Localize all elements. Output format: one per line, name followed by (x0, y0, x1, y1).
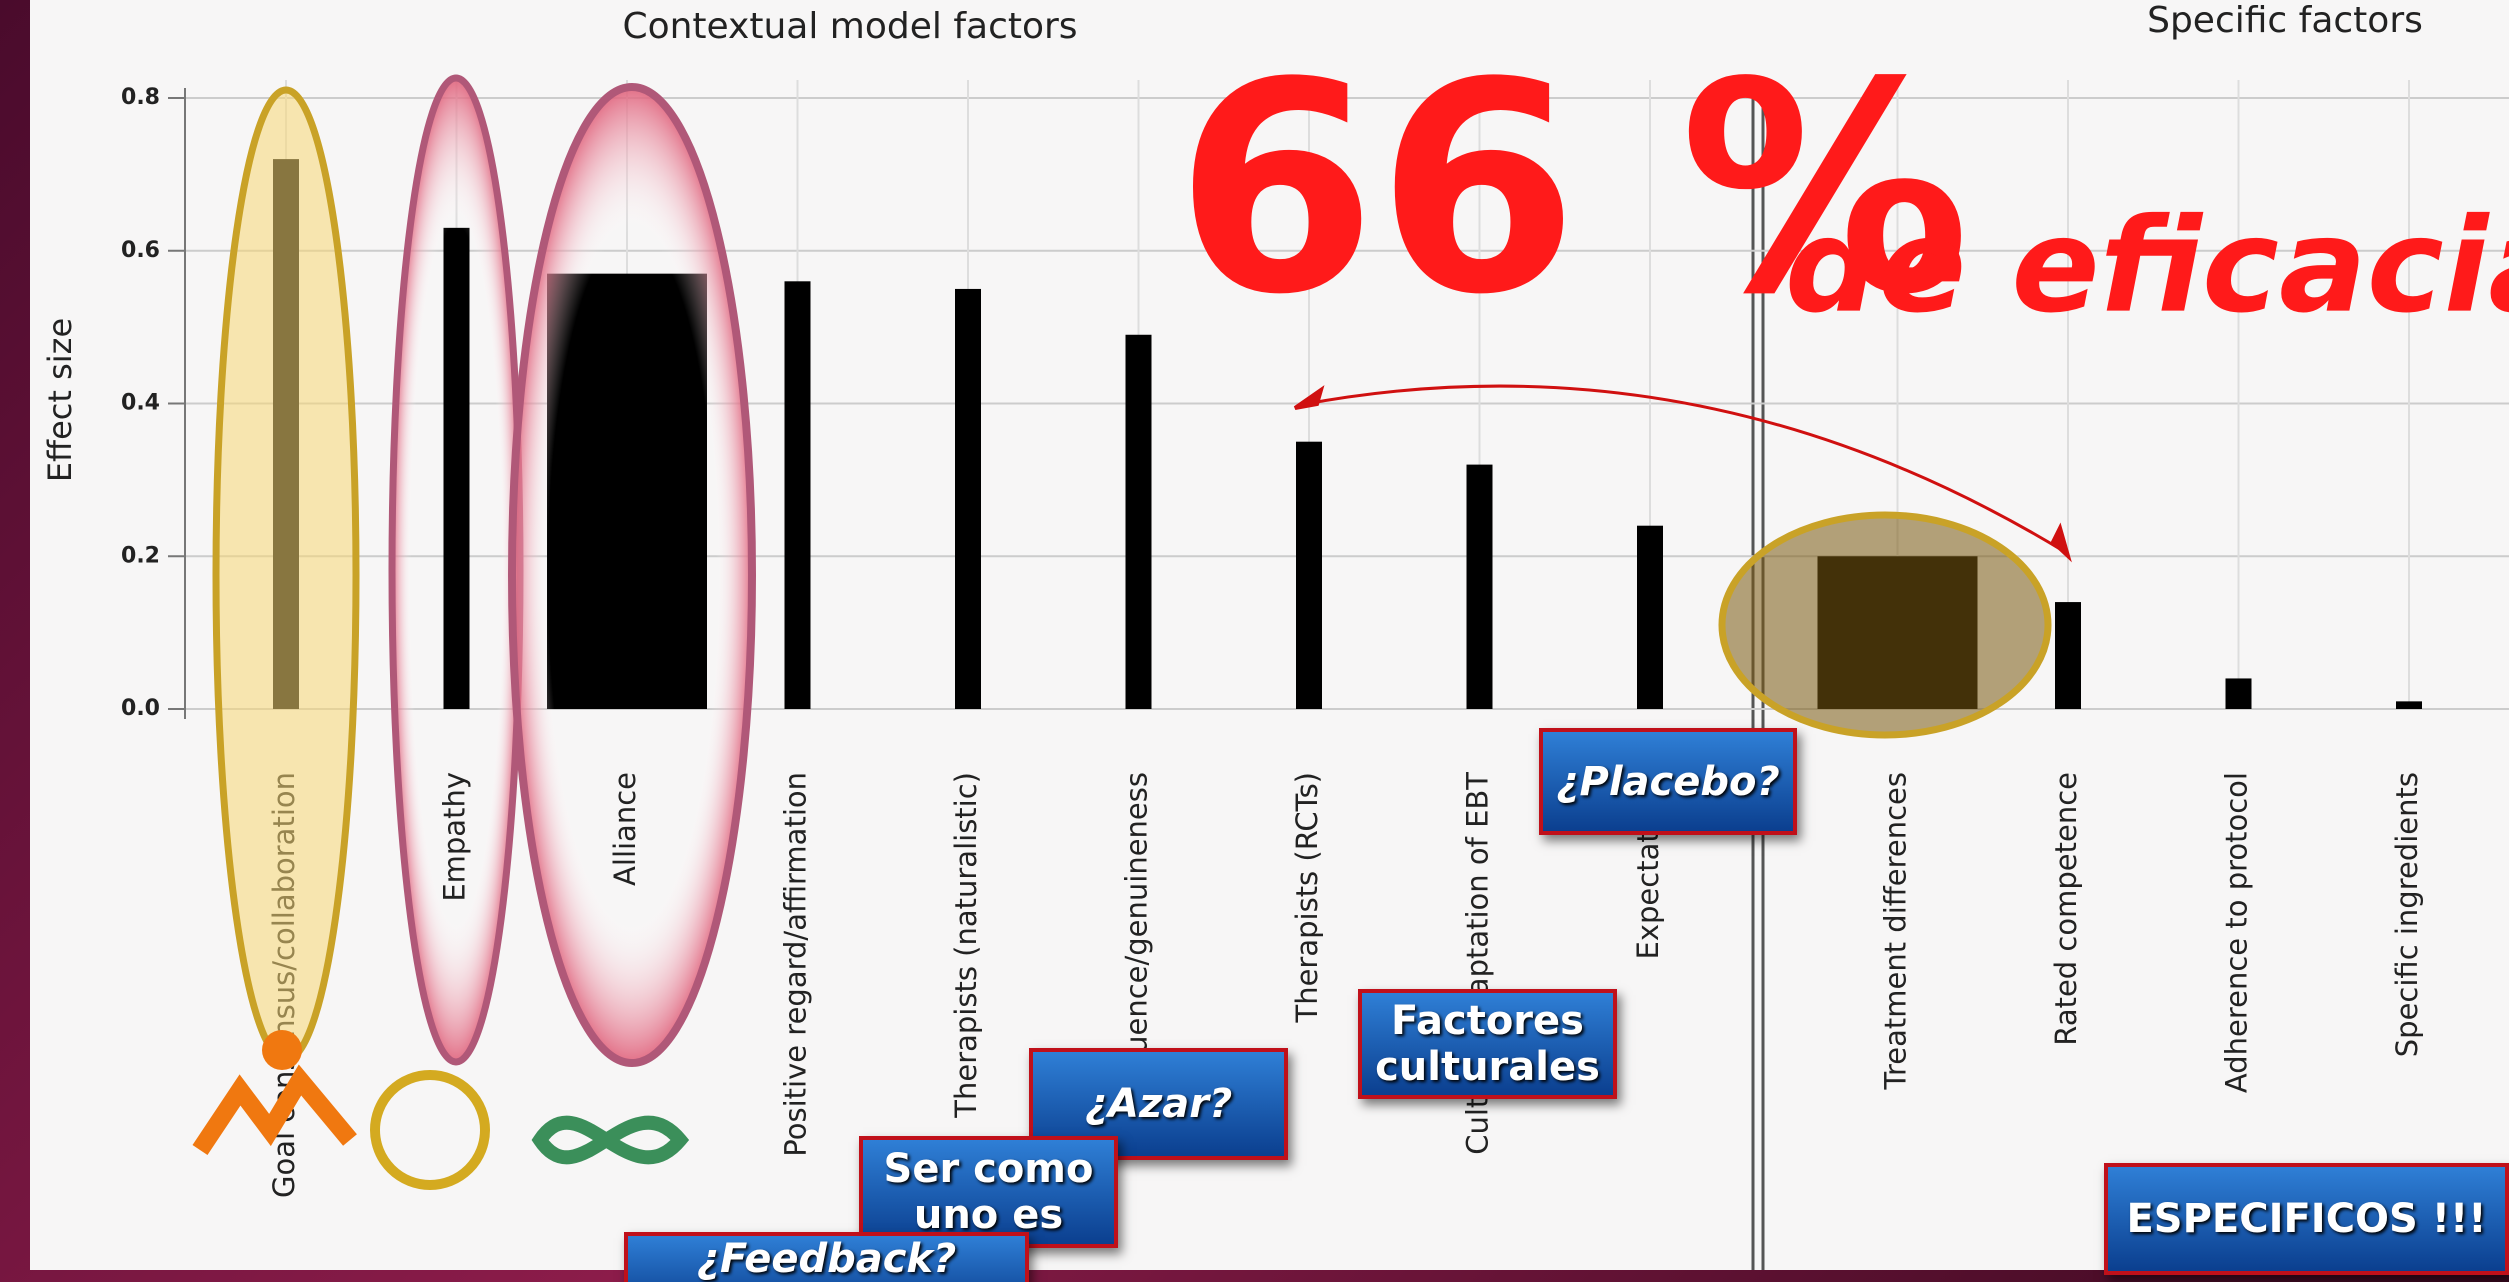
heading: Contextual model factors (622, 6, 1077, 47)
bar (2225, 678, 2252, 709)
bar (2396, 701, 2422, 709)
icon (192, 1064, 357, 1155)
callout: ¿Placebo? (1539, 728, 1797, 835)
headline: 66 % (1175, 21, 1970, 358)
bar (1125, 334, 1152, 709)
x-tick-label: Specific ingredients (2390, 772, 2424, 1057)
bar (1637, 525, 1663, 709)
x-tick-label: Treatment differences (1879, 772, 1913, 1090)
highlight (1718, 511, 2052, 739)
highlight (212, 86, 360, 1064)
icon (370, 1070, 490, 1190)
y-tick-label: 0.0 (121, 696, 160, 721)
callout: Ser como uno es (859, 1136, 1118, 1248)
y-tick-label: 0.6 (121, 238, 160, 263)
callout: ¿Feedback? (624, 1232, 1029, 1282)
y-tick-label: 0.2 (121, 543, 160, 568)
headline-suffix: de eficacia (1785, 190, 2509, 342)
bar (1466, 464, 1493, 709)
callout: ESPECIFICOS !!! (2104, 1163, 2509, 1275)
y-tick-label: 0.8 (121, 85, 160, 110)
y-axis-title: Effect size (41, 318, 79, 482)
y-tick-label: 0.4 (121, 391, 160, 416)
x-tick-label: Therapists (naturalistic) (949, 772, 983, 1119)
callout: ¿Azar? (1029, 1048, 1288, 1160)
heading: Specific factors (2147, 0, 2423, 41)
x-tick-label: Rated competence (2049, 772, 2083, 1046)
bar (1296, 441, 1322, 709)
bar (784, 281, 811, 709)
arrow (1299, 384, 2066, 554)
x-tick-label: Therapists (RCTs) (1290, 772, 1324, 1024)
icon (262, 1030, 302, 1070)
arrow-head (1293, 385, 2072, 563)
x-tick-label: Positive regard/affirmation (779, 772, 813, 1157)
x-tick-label: Adherence to protocol (2220, 772, 2254, 1093)
callout: Factores culturales (1358, 989, 1617, 1099)
icon (531, 1115, 690, 1165)
highlight (388, 74, 524, 1066)
highlight (508, 83, 756, 1067)
bar (2055, 602, 2081, 709)
bar (955, 288, 981, 709)
